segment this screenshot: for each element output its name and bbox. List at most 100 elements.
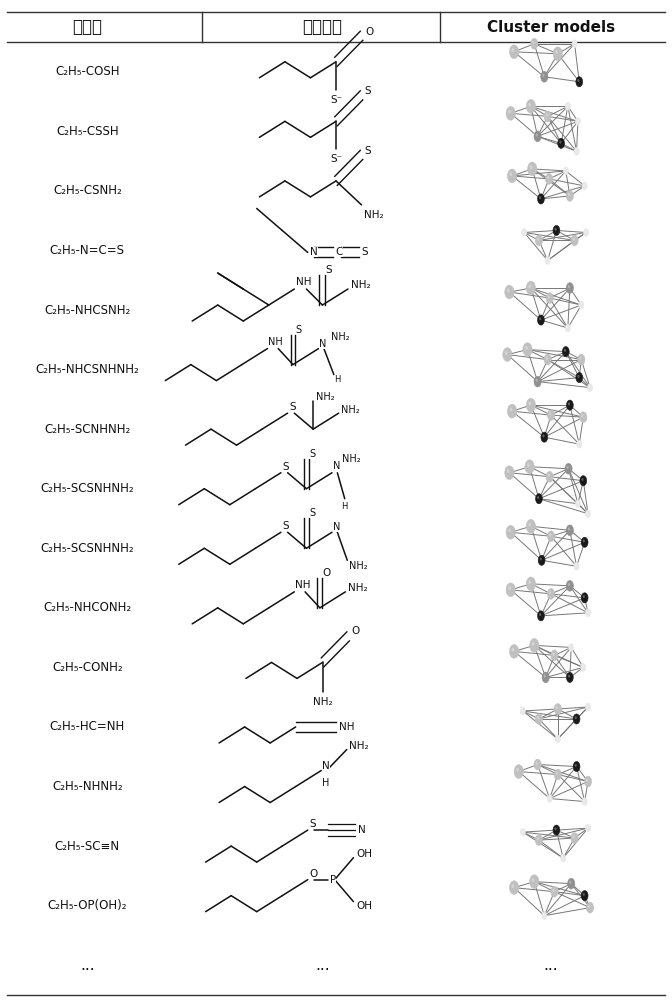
Circle shape <box>526 398 536 412</box>
Circle shape <box>589 385 590 388</box>
Circle shape <box>506 525 515 539</box>
Circle shape <box>523 343 532 356</box>
Circle shape <box>556 706 558 709</box>
Circle shape <box>536 494 542 504</box>
Text: C₂H₅-NHCSNH₂: C₂H₅-NHCSNH₂ <box>44 304 130 317</box>
Text: S⁻: S⁻ <box>330 154 342 164</box>
Text: C₂H₅-SC≡N: C₂H₅-SC≡N <box>55 840 120 853</box>
Circle shape <box>577 502 578 504</box>
Text: C₂H₅-CSNH₂: C₂H₅-CSNH₂ <box>53 184 122 197</box>
Circle shape <box>505 466 514 480</box>
Circle shape <box>544 111 551 122</box>
Circle shape <box>556 737 558 739</box>
Circle shape <box>562 347 569 357</box>
Circle shape <box>566 580 573 591</box>
Text: OH: OH <box>356 849 372 859</box>
Circle shape <box>576 77 583 87</box>
Circle shape <box>570 645 571 648</box>
Circle shape <box>575 564 577 566</box>
Text: 化学结构: 化学结构 <box>302 18 343 36</box>
Circle shape <box>582 798 587 805</box>
Circle shape <box>549 412 551 415</box>
Circle shape <box>583 229 589 236</box>
Circle shape <box>568 878 575 889</box>
Circle shape <box>509 45 519 59</box>
Circle shape <box>568 527 570 531</box>
Text: C₂H₅-SCSNHNH₂: C₂H₅-SCSNHNH₂ <box>40 482 134 495</box>
Circle shape <box>509 407 512 411</box>
Circle shape <box>528 401 531 405</box>
Text: NH₂: NH₂ <box>342 454 361 464</box>
Circle shape <box>585 776 591 787</box>
Text: O: O <box>351 626 360 636</box>
Circle shape <box>532 878 534 882</box>
Text: H: H <box>335 375 341 384</box>
Circle shape <box>554 704 561 714</box>
Text: S: S <box>364 86 371 96</box>
Circle shape <box>511 884 514 888</box>
Circle shape <box>508 110 511 114</box>
Circle shape <box>574 147 579 155</box>
Circle shape <box>528 162 537 176</box>
Text: S: S <box>362 247 368 257</box>
Circle shape <box>551 886 558 897</box>
Text: NH₂: NH₂ <box>364 210 383 220</box>
Circle shape <box>587 611 588 613</box>
Circle shape <box>537 496 539 499</box>
Circle shape <box>536 835 542 845</box>
Circle shape <box>585 824 591 832</box>
Circle shape <box>506 106 515 120</box>
Text: S: S <box>282 462 289 472</box>
Circle shape <box>548 531 554 542</box>
Circle shape <box>532 642 534 646</box>
Circle shape <box>566 672 573 682</box>
Circle shape <box>583 799 585 802</box>
Circle shape <box>573 761 580 772</box>
Circle shape <box>548 295 550 298</box>
Text: Cluster models: Cluster models <box>487 19 615 34</box>
Circle shape <box>585 510 591 518</box>
Circle shape <box>568 285 570 288</box>
Circle shape <box>548 588 554 599</box>
Circle shape <box>548 474 550 477</box>
Circle shape <box>575 716 577 719</box>
Text: N: N <box>333 522 340 532</box>
Circle shape <box>581 414 583 417</box>
Text: S: S <box>296 325 302 335</box>
Circle shape <box>554 827 556 830</box>
Circle shape <box>580 476 587 486</box>
Text: C₂H₅-SCSNHNH₂: C₂H₅-SCSNHNH₂ <box>40 542 134 555</box>
Circle shape <box>537 837 539 840</box>
Circle shape <box>564 349 566 352</box>
Text: NH₂: NH₂ <box>312 697 333 707</box>
Circle shape <box>538 315 544 325</box>
Circle shape <box>507 288 509 292</box>
Circle shape <box>573 42 575 44</box>
Text: O: O <box>365 27 373 37</box>
Text: P: P <box>330 875 336 885</box>
Text: N: N <box>333 461 340 471</box>
Circle shape <box>511 48 514 52</box>
Text: S: S <box>289 402 296 412</box>
Circle shape <box>568 675 570 678</box>
Circle shape <box>569 644 574 651</box>
Circle shape <box>538 555 545 565</box>
Text: C₂H₅-N=C=S: C₂H₅-N=C=S <box>50 244 125 257</box>
Circle shape <box>575 149 577 152</box>
Circle shape <box>505 285 514 299</box>
Circle shape <box>581 478 583 481</box>
Circle shape <box>507 404 517 418</box>
Circle shape <box>560 854 566 862</box>
Text: S: S <box>282 521 289 531</box>
Circle shape <box>546 471 553 482</box>
Circle shape <box>505 351 507 355</box>
Circle shape <box>583 539 585 543</box>
Circle shape <box>587 826 588 828</box>
Circle shape <box>540 557 542 561</box>
Text: S: S <box>325 265 332 275</box>
Circle shape <box>525 460 534 474</box>
Circle shape <box>538 194 544 204</box>
Circle shape <box>525 346 528 350</box>
Circle shape <box>536 133 538 137</box>
Circle shape <box>568 402 570 405</box>
